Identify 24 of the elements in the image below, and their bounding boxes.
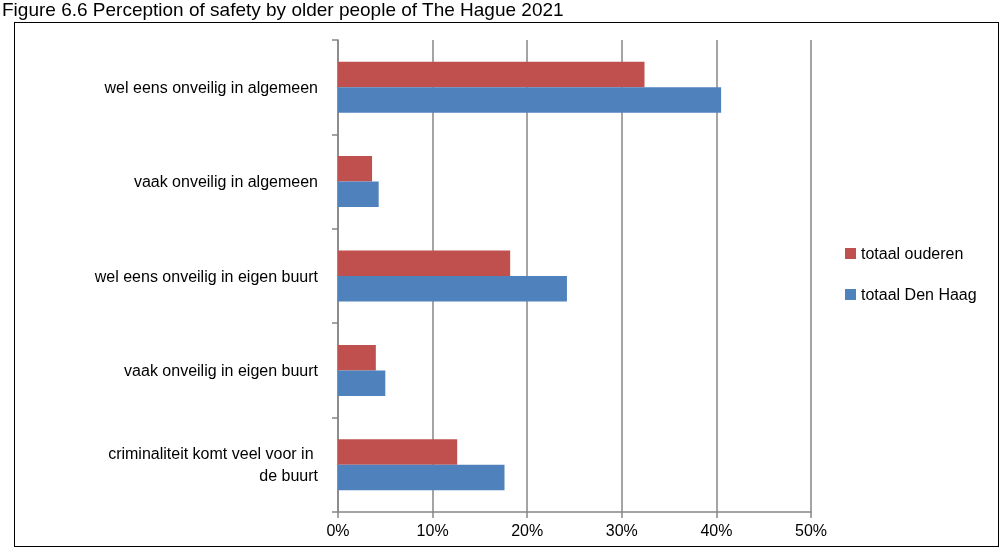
x-tick-label: 10% (416, 521, 449, 539)
bar (338, 439, 458, 465)
bar (338, 464, 505, 491)
y-tick-label: wel eens onveilig in eigen buurt (93, 267, 319, 285)
bar (338, 250, 511, 276)
bar (338, 61, 645, 88)
y-tick-label: wel eens onveilig in algemeen (103, 78, 318, 96)
bar (338, 87, 722, 113)
bar (338, 181, 379, 208)
bar (338, 370, 386, 396)
legend-label: totaal ouderen (861, 245, 964, 262)
bar (338, 344, 376, 371)
legend-label: totaal Den Haag (861, 286, 977, 303)
x-tick-label: 30% (605, 521, 638, 539)
bar (338, 156, 373, 182)
x-tick-label: 20% (511, 521, 544, 539)
chart-title: Figure 6.6 Perception of safety by older people of The Hague 2021 (2, 0, 564, 20)
x-tick-label: 0% (326, 521, 350, 539)
y-tick-label: vaak onveilig in eigen buurt (124, 361, 319, 379)
y-tick-label: vaak onveilig in algemeen (133, 173, 318, 191)
x-tick-label: 40% (700, 521, 733, 539)
x-tick-label: 50% (794, 521, 828, 539)
bar (338, 276, 567, 302)
y-tick-label: criminaliteit komt veel voor in de buurt (108, 445, 319, 485)
